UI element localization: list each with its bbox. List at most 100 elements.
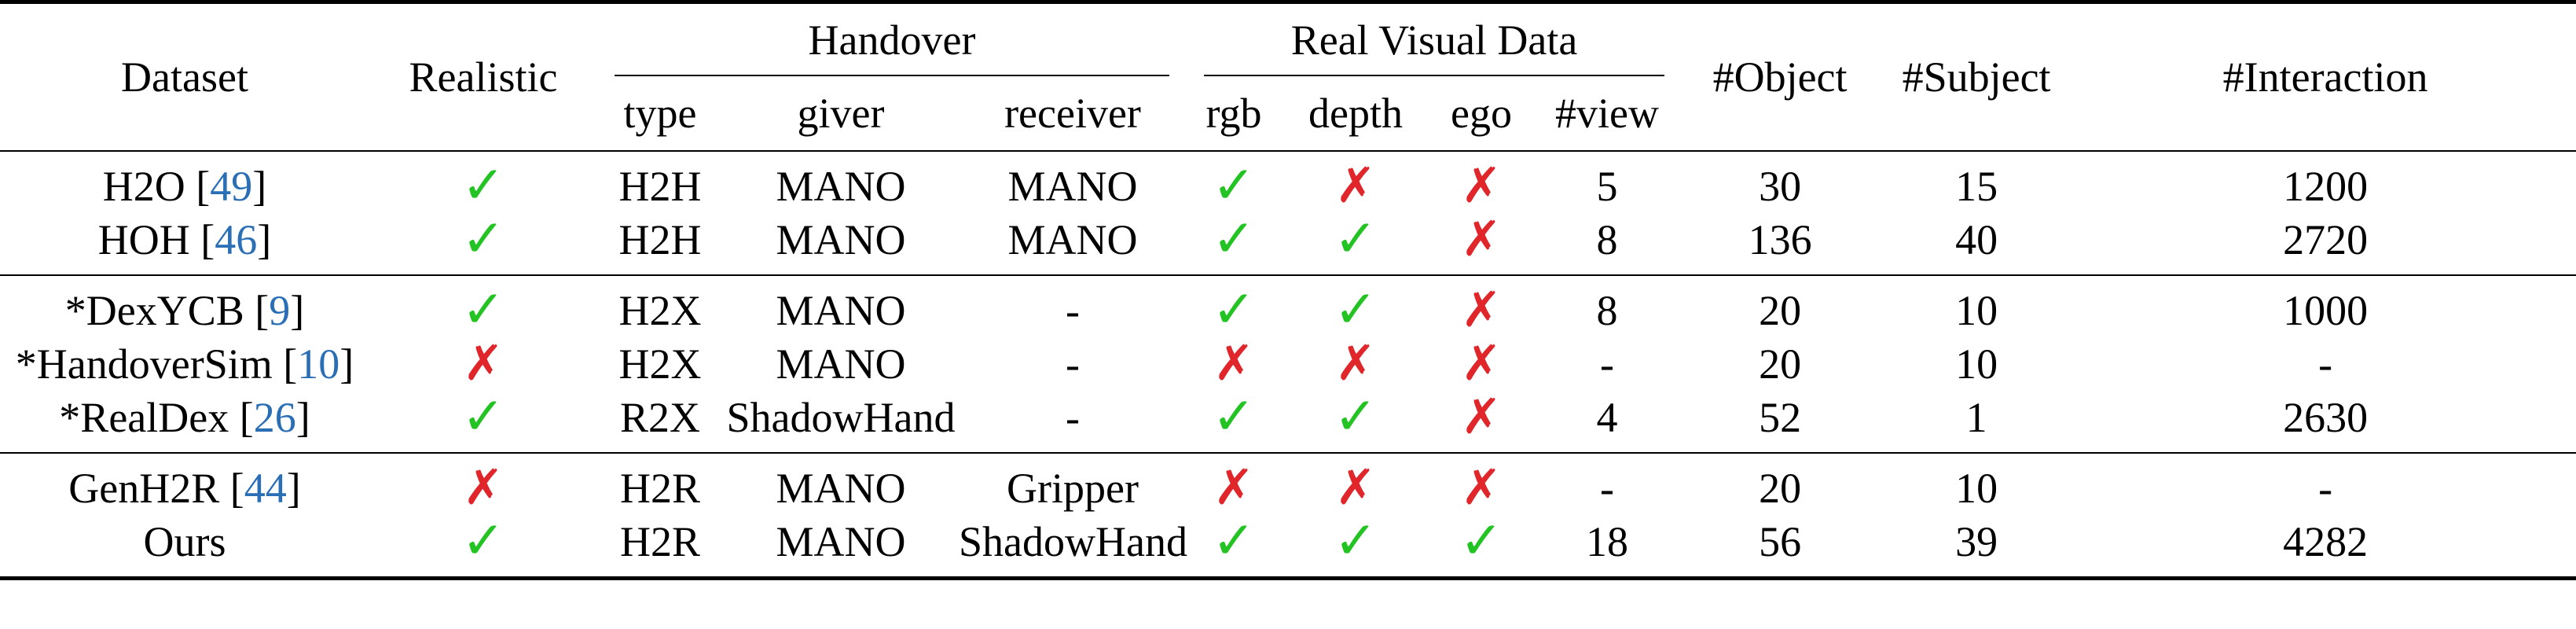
cell-dataset: Ours [0, 515, 369, 579]
cell-receiver: ShadowHand [959, 518, 1187, 565]
cell-rgb: ✓ [1187, 275, 1281, 337]
cell-depth: ✗ [1281, 151, 1430, 213]
cell-type: H2X [618, 340, 702, 388]
cell-realistic: ✗ [369, 453, 597, 515]
dataset-name: HOH [97, 216, 190, 263]
citation-bracket: ] [252, 163, 267, 210]
citation-link[interactable]: 9 [269, 287, 291, 334]
dataset-name: RealDex [80, 394, 229, 441]
cell-giver: ShadowHand [726, 394, 956, 441]
cell-receiver: - [1066, 394, 1080, 441]
cell-depth: ✓ [1281, 515, 1430, 579]
cell-rgb: ✓ [1187, 391, 1281, 453]
cell-type: H2R [619, 518, 700, 565]
cross-icon: ✗ [1461, 213, 1502, 267]
cell-giver: MANO [776, 163, 906, 210]
citation-bracket: [ [272, 340, 298, 388]
cell-object: 20 [1759, 340, 1802, 388]
cross-icon: ✗ [1461, 284, 1502, 337]
cell-subject: 10 [1955, 287, 1998, 334]
cross-icon: ✗ [1461, 160, 1502, 213]
dataset-name: H2O [102, 163, 185, 210]
cell-interaction: 4282 [2283, 518, 2369, 565]
table-row: Ours ✓ H2R MANO ShadowHand ✓ ✓ ✓ 18 56 39 4282 [0, 515, 2576, 579]
cell-dataset: *DexYCB [9] [0, 275, 369, 337]
check-icon: ✓ [1212, 513, 1256, 570]
check-icon: ✓ [461, 388, 505, 446]
cell-type: H2H [618, 216, 702, 263]
cell-realistic: ✗ [369, 337, 597, 391]
table-row: H2O [49] ✓ H2H MANO MANO ✓ ✗ ✗ 5 30 15 1200 [0, 151, 2576, 213]
cross-icon: ✗ [1335, 160, 1376, 213]
cross-icon: ✗ [1461, 337, 1502, 391]
cell-subject: 39 [1955, 518, 1998, 565]
citation-bracket: [ [189, 216, 215, 263]
cell-object: 20 [1759, 287, 1802, 334]
citation-link[interactable]: 49 [210, 163, 253, 210]
cell-depth: ✓ [1281, 275, 1430, 337]
cross-icon: ✗ [1335, 337, 1376, 391]
cell-depth: ✗ [1281, 337, 1430, 391]
table-row: GenH2R [44] ✗ H2R MANO Gripper ✗ ✗ ✗ - 20 10 - [0, 453, 2576, 515]
cell-depth: ✓ [1281, 213, 1430, 275]
citation-link[interactable]: 10 [297, 340, 340, 388]
header-view: #view [1555, 90, 1660, 137]
cell-rgb: ✓ [1187, 515, 1281, 579]
cell-type: H2X [618, 287, 702, 334]
check-icon: ✓ [1334, 388, 1378, 446]
cell-dataset: GenH2R [44] [0, 453, 369, 515]
cell-object: 52 [1759, 394, 1802, 441]
header-row-sub: type giver receiver rgb depth ego #view [0, 76, 2576, 151]
header-depth: depth [1308, 90, 1403, 137]
cell-view: 18 [1586, 518, 1629, 565]
cell-receiver: - [1066, 340, 1080, 388]
citation-link[interactable]: 46 [215, 216, 258, 263]
citation-bracket: [ [219, 465, 244, 512]
header-row-top: Dataset Realistic Handover Real Visual D… [0, 2, 2576, 98]
cell-giver: MANO [776, 465, 906, 512]
dataset-name: Ours [143, 518, 226, 565]
table-row: *DexYCB [9] ✓ H2X MANO - ✓ ✓ ✗ 8 20 10 1000 [0, 275, 2576, 337]
cell-interaction: - [2318, 340, 2333, 388]
check-icon: ✓ [1334, 513, 1378, 570]
cross-icon: ✗ [463, 462, 504, 515]
citation-bracket: [ [244, 287, 270, 334]
citation-bracket: ] [286, 465, 301, 512]
cell-depth: ✗ [1281, 453, 1430, 515]
cell-ego: ✗ [1430, 151, 1532, 213]
table-row: *HandoverSim [10] ✗ H2X MANO - ✗ ✗ ✗ - 20 10 - [0, 337, 2576, 391]
cell-ego: ✗ [1430, 453, 1532, 515]
header-dataset: Dataset [121, 53, 248, 101]
cell-rgb: ✗ [1187, 453, 1281, 515]
header-interaction: #Interaction [2222, 53, 2428, 101]
cell-subject: 40 [1955, 216, 1998, 263]
cell-view: - [1600, 340, 1615, 388]
citation-link[interactable]: 26 [253, 394, 296, 441]
cell-subject: 10 [1955, 340, 1998, 388]
dataset-name: GenH2R [68, 465, 220, 512]
check-icon: ✓ [1212, 211, 1256, 268]
cell-giver: MANO [776, 518, 906, 565]
table-row: *RealDex [26] ✓ R2X ShadowHand - ✓ ✓ ✗ 4 52 1 2630 [0, 391, 2576, 453]
citation-bracket: ] [257, 216, 272, 263]
citation-bracket: [ [229, 394, 254, 441]
cell-depth: ✓ [1281, 391, 1430, 453]
cell-receiver: MANO [1007, 216, 1138, 263]
cell-object: 30 [1759, 163, 1802, 210]
cell-view: 4 [1596, 394, 1618, 441]
check-icon: ✓ [1334, 211, 1378, 268]
header-rgb: rgb [1205, 90, 1262, 137]
cell-dataset: *HandoverSim [10] [0, 337, 369, 391]
cell-rgb: ✗ [1187, 337, 1281, 391]
citation-link[interactable]: 44 [244, 465, 287, 512]
check-icon: ✓ [1212, 388, 1256, 446]
cell-ego: ✗ [1430, 337, 1532, 391]
check-icon: ✓ [461, 157, 505, 215]
cell-interaction: 2720 [2283, 216, 2369, 263]
check-icon: ✓ [1459, 513, 1503, 570]
cell-interaction: - [2318, 465, 2333, 512]
cell-interaction: 1200 [2283, 163, 2369, 210]
cell-dataset: HOH [46] [0, 213, 369, 275]
dataset-name: DexYCB [86, 287, 244, 334]
